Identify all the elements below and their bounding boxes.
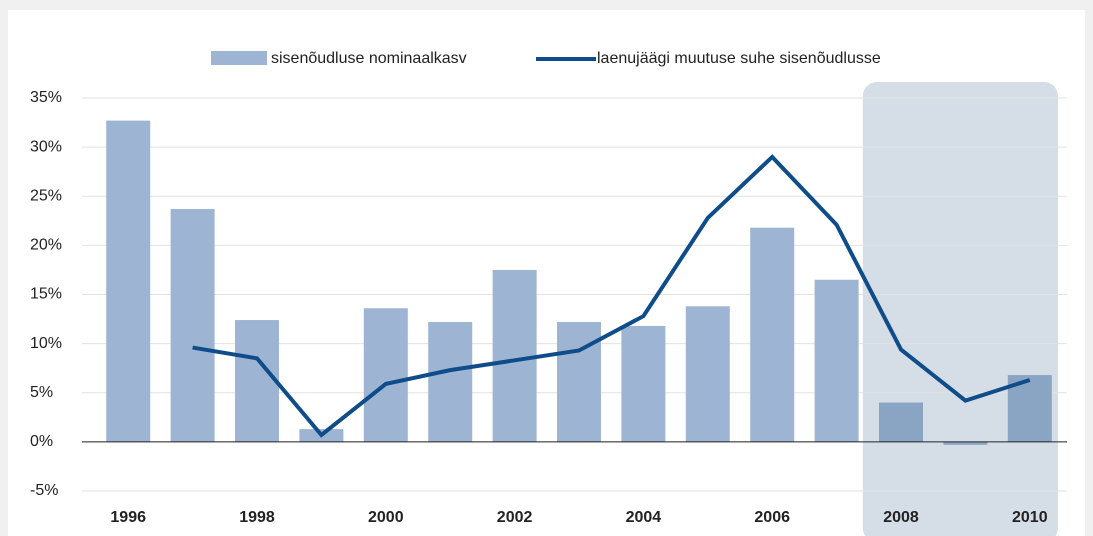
bar <box>106 120 151 442</box>
line <box>192 154 1031 438</box>
y-tick-label: -5% <box>30 482 58 499</box>
bar <box>557 322 601 442</box>
y-tick-label: 5% <box>30 384 53 401</box>
y-tick-label: 0% <box>30 433 53 450</box>
bar <box>685 306 730 442</box>
x-tick-label: 2002 <box>497 509 533 526</box>
x-tick-label: 1996 <box>110 509 146 526</box>
bar <box>750 227 795 442</box>
x-tick-label: 2004 <box>626 509 662 526</box>
x-tick-label: 2006 <box>754 509 790 526</box>
legend-label: laenujäägi muutuse suhe sisenõudlusse <box>597 50 881 67</box>
y-tick-label: 25% <box>30 187 62 204</box>
bar <box>492 269 537 442</box>
y-tick-label: 35% <box>30 89 62 106</box>
legend-swatch <box>211 51 267 65</box>
x-tick-label: 2010 <box>1012 509 1048 526</box>
legend-label: sisenõudluse nominaalkasv <box>271 50 467 67</box>
bar <box>428 322 473 442</box>
bar <box>235 320 279 442</box>
bar <box>943 441 988 445</box>
bar <box>170 209 215 442</box>
x-tick-label: 1998 <box>239 509 275 526</box>
y-tick-label: 20% <box>30 237 62 254</box>
bar <box>363 308 408 442</box>
y-tick-label: 15% <box>30 286 62 303</box>
x-tick-label: 2000 <box>368 509 404 526</box>
x-tick-label: 2008 <box>883 509 919 526</box>
y-tick-label: 10% <box>30 335 62 352</box>
bar <box>621 325 666 442</box>
y-tick-label: 30% <box>30 138 62 155</box>
highlight-shade <box>862 82 1058 536</box>
bar <box>879 402 923 442</box>
bar <box>814 279 859 442</box>
